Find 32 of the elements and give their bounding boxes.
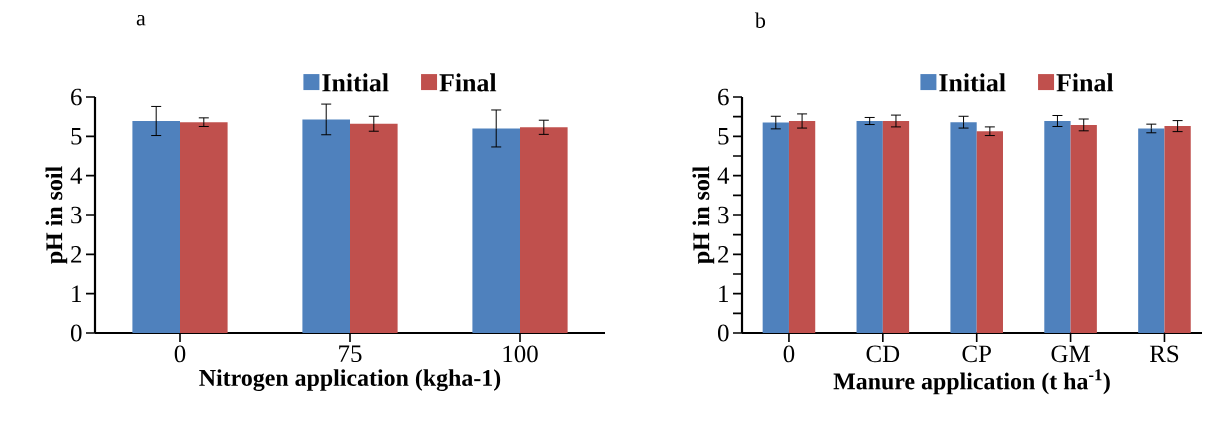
y-axis-title: pH in soil <box>692 166 715 264</box>
x-axis-title: Nitrogen application (kgha-1) <box>199 369 501 392</box>
y-tick-label: 3 <box>718 206 729 224</box>
y-axis-title: pH in soil <box>45 166 68 264</box>
y-tick-label: 2 <box>718 246 729 263</box>
x-tick-label: GM <box>1051 345 1090 363</box>
legend-label: Initial <box>939 73 1006 92</box>
chart-title: a <box>136 14 146 26</box>
y-tick-label: 0 <box>717 324 729 342</box>
y-tick-label: 6 <box>718 88 729 106</box>
x-tick-label: 75 <box>339 345 362 363</box>
legend-label: Final <box>439 73 497 92</box>
y-tick-label: 6 <box>71 88 82 106</box>
y-tick-label: 4 <box>717 167 730 184</box>
x-tick-label: CP <box>962 345 991 363</box>
y-tick-label: 1 <box>719 285 728 302</box>
legend-label: Final <box>1056 73 1114 92</box>
y-tick-label: 5 <box>718 128 729 145</box>
y-tick-label: 0 <box>70 324 82 342</box>
x-tick-label: 0 <box>783 345 795 363</box>
y-tick-label: 4 <box>70 167 83 184</box>
x-tick-label: RS <box>1149 345 1179 363</box>
x-tick-label: 100 <box>503 345 538 363</box>
x-tick-label: 0 <box>174 345 186 363</box>
y-tick-label: 1 <box>72 285 81 302</box>
y-tick-label: 2 <box>71 246 82 263</box>
x-axis-title: Manure application (t ha$^{-1}$) <box>833 369 1110 395</box>
y-tick-label: 5 <box>71 128 82 145</box>
y-tick-label: 3 <box>71 206 82 224</box>
x-tick-label: CD <box>866 345 900 363</box>
chart-title: b <box>754 12 766 28</box>
legend-label: Initial <box>322 73 389 92</box>
